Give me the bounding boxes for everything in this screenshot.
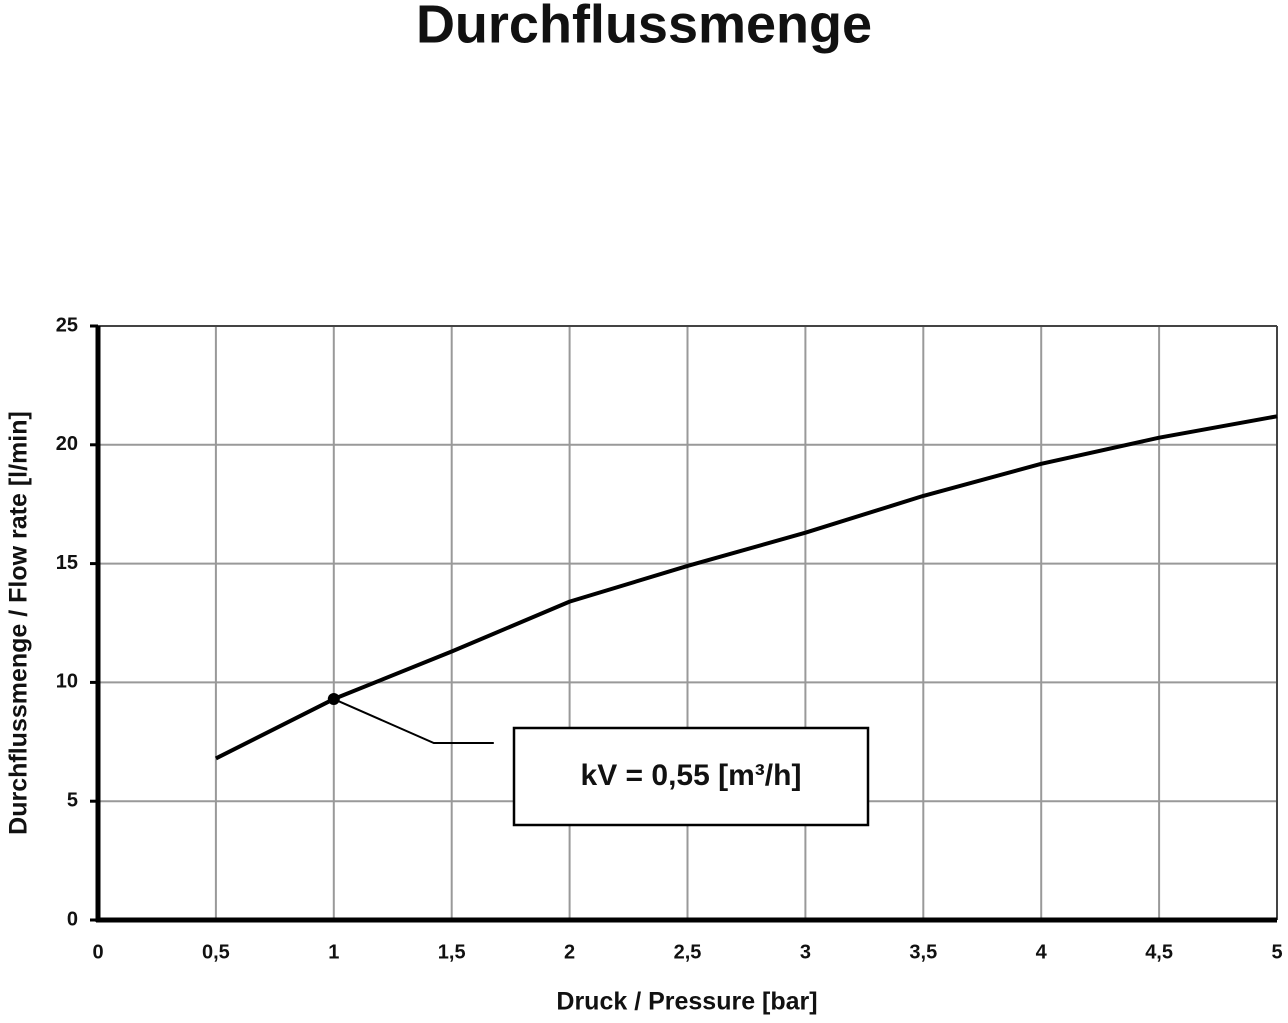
y-tick-label: 5 [67,789,78,811]
annotation-leader [333,698,494,745]
annotation-text: kV = 0,55 [m³/h] [581,759,802,792]
x-axis-label: Druck / Pressure [bar] [556,988,817,1016]
y-tick-label: 20 [56,433,78,455]
x-tick-label: 2,5 [674,941,702,963]
y-axis-label: Durchflussmenge / Flow rate [l/min] [5,411,33,835]
annotation-box [512,726,870,827]
x-tick-label: 0,5 [202,941,230,963]
x-tick-label: 0 [92,941,103,963]
chart-title: Durchflussmenge [416,0,872,54]
data-line [215,414,1278,761]
y-tick-label: 25 [56,314,78,336]
y-tick-label: 0 [67,908,78,930]
x-tick-label: 5 [1271,941,1282,963]
x-tick-label: 1 [328,941,339,963]
x-tick-label: 2 [564,941,575,963]
x-tick-label: 3 [800,941,811,963]
x-tick-label: 1,5 [438,941,466,963]
x-tick-label: 4,5 [1145,941,1173,963]
x-tick-label: 3,5 [909,941,937,963]
y-tick-label: 10 [56,671,78,693]
y-tick-label: 15 [56,552,78,574]
x-tick-label: 4 [1036,941,1048,963]
